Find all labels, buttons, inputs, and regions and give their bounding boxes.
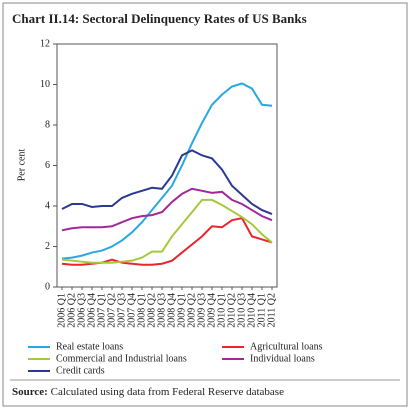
x-tick-label: 2011 Q2 <box>266 293 277 327</box>
legend-label: Agricultural loans <box>250 341 323 352</box>
x-tick-label: 2007 Q4 <box>126 293 137 328</box>
y-tick-label: 0 <box>45 281 50 292</box>
legend-label: Individual loans <box>250 353 315 364</box>
x-tick-label: 2009 Q3 <box>196 293 207 328</box>
y-axis-label: Per cent <box>16 149 27 182</box>
x-tick-label: 2006 Q1 <box>56 293 67 328</box>
y-tick-label: 10 <box>40 79 50 90</box>
y-tick-label: 8 <box>45 119 50 130</box>
x-tick-label: 2006 Q3 <box>76 293 87 328</box>
source-text: Calculated using data from Federal Reser… <box>51 386 284 398</box>
series-line <box>61 217 273 266</box>
y-tick-label: 6 <box>45 160 50 171</box>
series-line <box>61 149 273 216</box>
x-tick-label: 2011 Q1 <box>256 293 267 327</box>
x-tick-label: 2009 Q2 <box>186 293 197 328</box>
x-tick-label: 2007 Q3 <box>116 293 127 328</box>
x-tick-label: 2008 Q4 <box>166 293 177 328</box>
y-tick-label: 4 <box>45 200 50 211</box>
x-tick-label: 2010 Q2 <box>226 293 237 328</box>
x-tick-label: 2009 Q4 <box>206 293 217 328</box>
x-tick-label: 2008 Q2 <box>146 293 157 328</box>
x-tick-label: 2010 Q4 <box>246 293 257 328</box>
source-label: Source: <box>12 386 48 398</box>
x-tick-label: 2010 Q3 <box>236 293 247 328</box>
series-line <box>61 187 273 232</box>
x-tick-label: 2006 Q4 <box>86 293 97 328</box>
series-line <box>61 198 273 264</box>
x-tick-label: 2008 Q1 <box>136 293 147 328</box>
x-tick-label: 2006 Q2 <box>66 293 77 328</box>
plot-area <box>56 43 278 288</box>
legend-label: Credit cards <box>56 365 105 376</box>
chart-title: Chart II.14: Sectoral Delinquency Rates … <box>12 11 307 26</box>
x-tick-label: 2010 Q1 <box>216 293 227 328</box>
series-line <box>61 82 273 260</box>
x-tick-label: 2007 Q1 <box>96 293 107 328</box>
y-tick-label: 12 <box>40 38 50 49</box>
legend-label: Commercial and Industrial loans <box>56 353 187 364</box>
y-tick-label: 2 <box>45 241 50 252</box>
source: Source: Calculated using data from Feder… <box>12 386 284 398</box>
frame <box>2 2 408 407</box>
legend-label: Real estate loans <box>56 341 123 352</box>
x-tick-label: 2009 Q1 <box>176 293 187 328</box>
x-tick-label: 2008 Q3 <box>156 293 167 328</box>
x-tick-label: 2007 Q2 <box>106 293 117 328</box>
